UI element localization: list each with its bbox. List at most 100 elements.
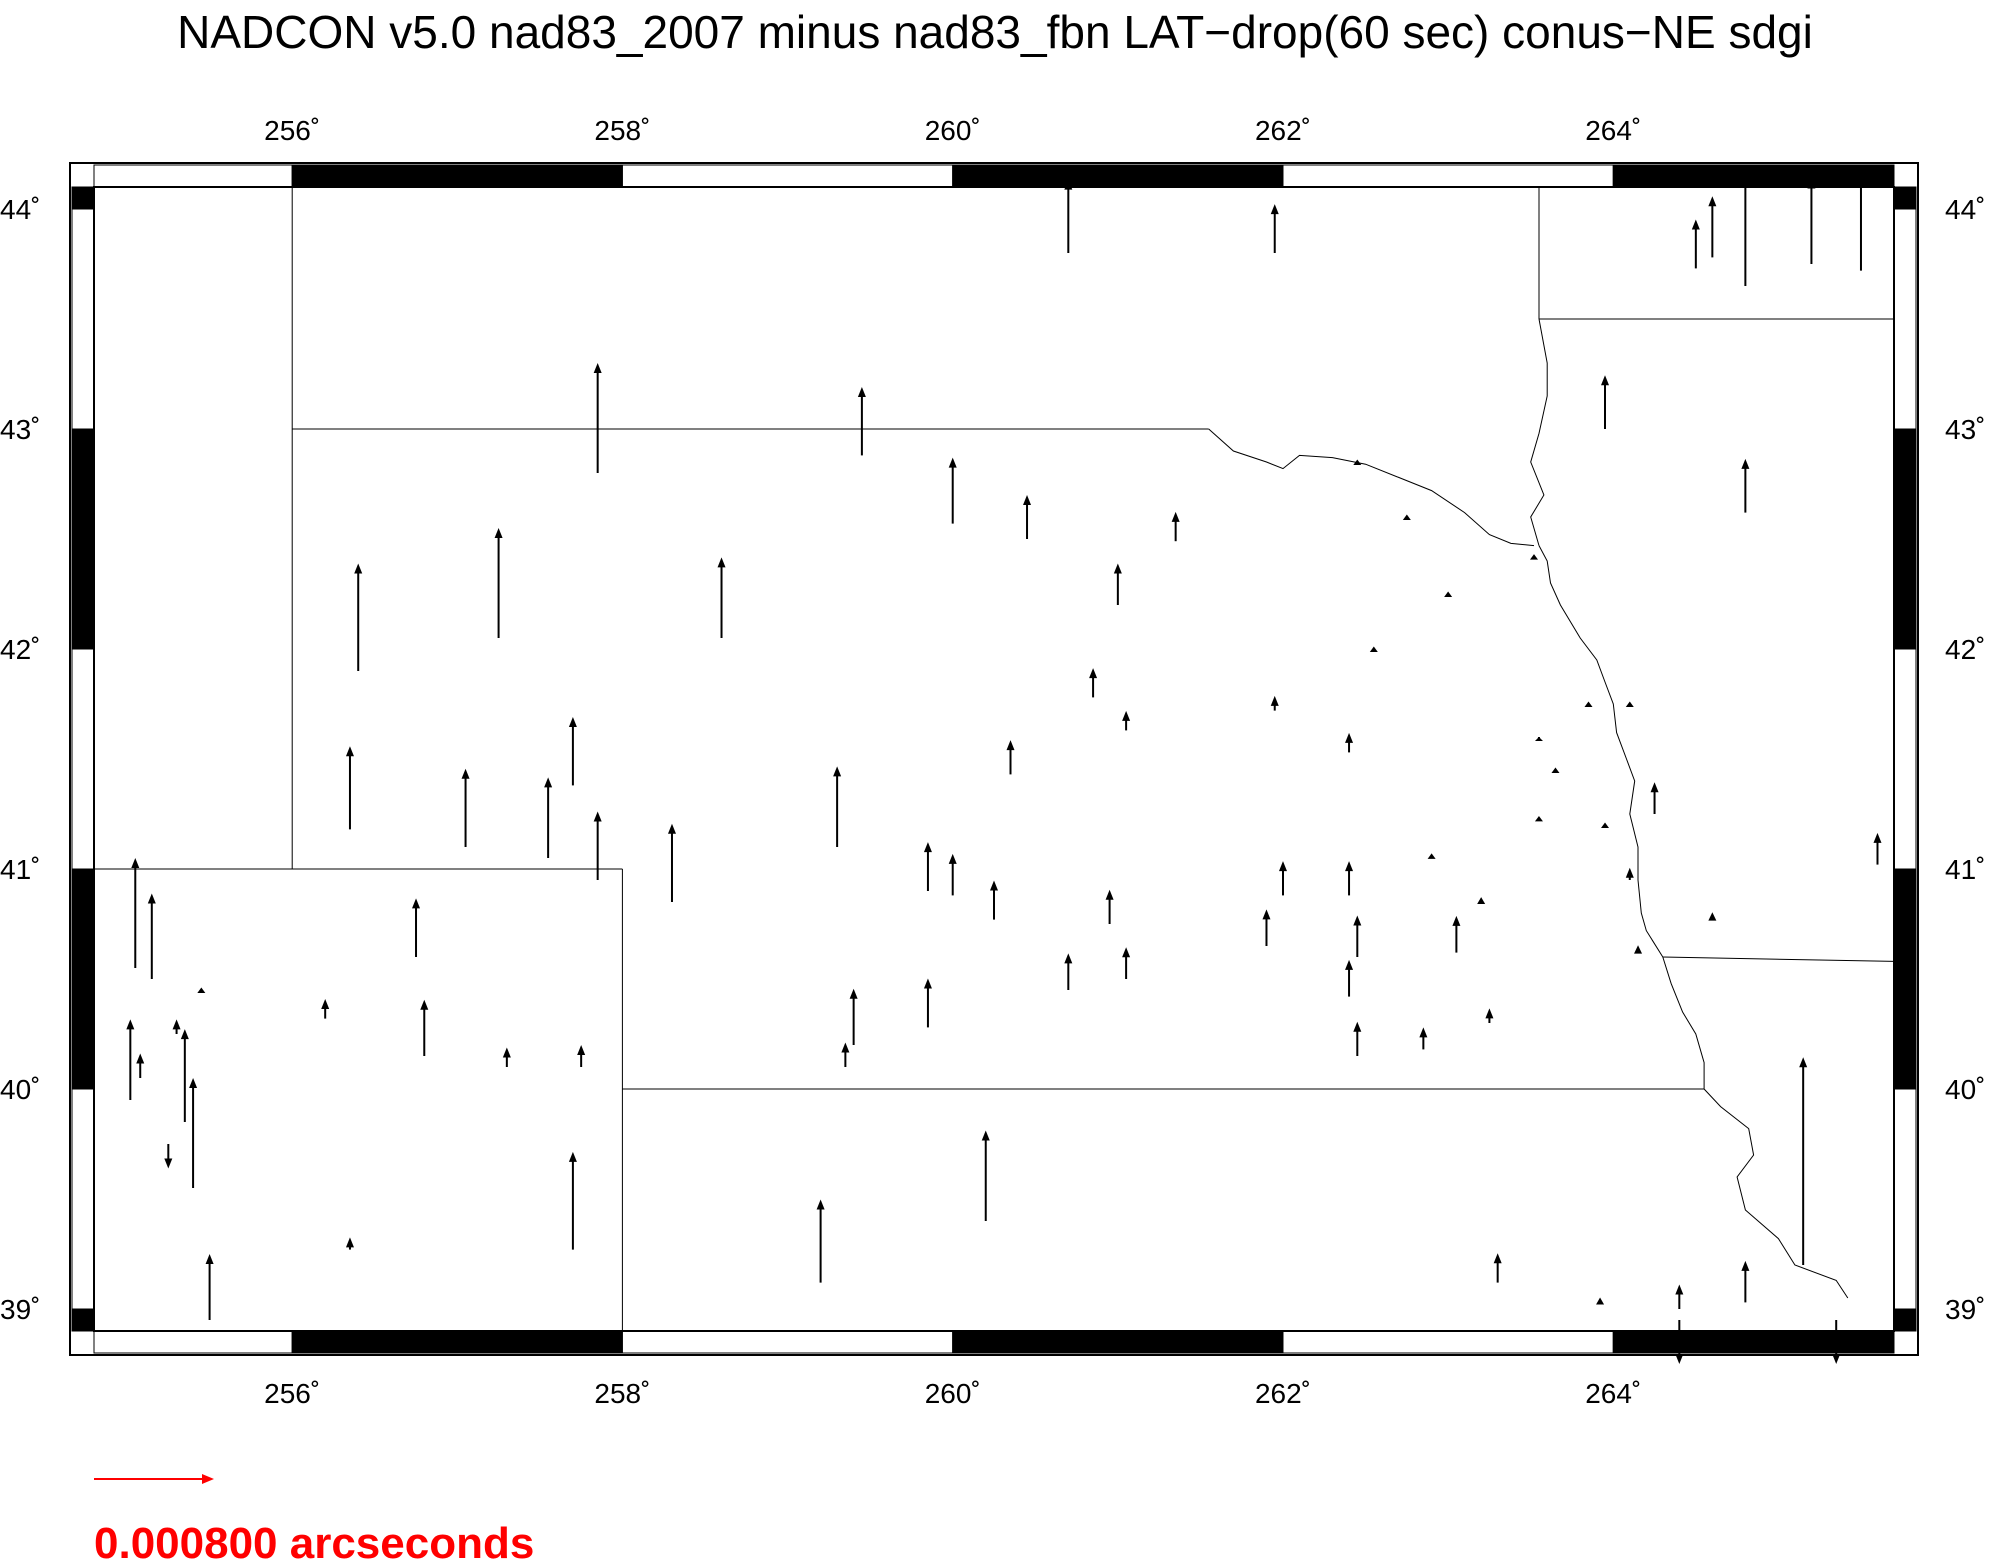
lon-label-top: 256˚ <box>264 115 320 146</box>
shift-vector <box>321 999 330 1019</box>
shift-vector <box>1262 909 1271 946</box>
vector-head <box>1596 1297 1605 1305</box>
frame-bar-top <box>1282 164 1614 188</box>
lat-label-left: 39˚ <box>0 1294 40 1325</box>
shift-vector <box>1584 701 1593 708</box>
vector-head <box>849 988 858 999</box>
vector-head <box>1856 172 1865 183</box>
shift-vector <box>1278 861 1287 896</box>
vector-head <box>1551 767 1560 774</box>
shift-vector <box>841 1042 850 1067</box>
shift-vector <box>849 988 858 1045</box>
latitude-labels-right: 39˚ 40˚ 41˚ 42˚ 43˚ 44˚ <box>1945 194 1985 1325</box>
shift-vector <box>1675 1284 1684 1309</box>
vector-head <box>1832 1354 1841 1364</box>
vector-head <box>981 1130 990 1141</box>
vector-head <box>990 880 998 891</box>
shift-vector <box>1122 947 1131 979</box>
vector-head <box>147 893 156 904</box>
vector-head <box>833 766 842 777</box>
shift-vector <box>1675 1320 1684 1364</box>
lon-label-bottom: 258˚ <box>594 1378 650 1409</box>
shift-vector <box>1419 1027 1428 1050</box>
vector-head <box>1530 554 1538 560</box>
shift-vector <box>1596 1297 1605 1305</box>
frame-bar-left <box>71 186 95 210</box>
boundary-big-sioux-river <box>1530 318 1548 546</box>
vector-head <box>717 557 726 568</box>
shift-vector <box>1832 1320 1841 1364</box>
vector-head <box>816 1199 825 1210</box>
lon-label-top: 260˚ <box>925 115 981 146</box>
vector-head <box>1534 815 1543 822</box>
frame-bar-top <box>93 164 293 188</box>
frame-bar-right <box>1893 186 1917 210</box>
vector-head <box>1006 740 1015 751</box>
vector-head <box>948 853 957 864</box>
shift-vector <box>461 768 470 847</box>
shift-vector <box>164 1144 173 1169</box>
vector-head <box>1601 822 1610 829</box>
shift-vector <box>948 853 957 896</box>
shift-vector <box>1551 767 1560 774</box>
vector-head <box>136 1053 145 1064</box>
lat-label-left: 43˚ <box>0 414 40 445</box>
vector-head <box>1741 1260 1750 1271</box>
shift-vector <box>354 563 363 671</box>
shift-vector <box>1741 458 1750 513</box>
vector-head <box>189 1078 198 1088</box>
shift-vector <box>345 1237 354 1250</box>
shift-vector <box>1402 514 1411 521</box>
vector-head <box>1419 1027 1428 1038</box>
shift-vector <box>1807 178 1816 264</box>
vector-head <box>126 1019 135 1030</box>
vector-head <box>1278 861 1287 872</box>
vector-head <box>172 1019 181 1030</box>
frame-bar-left <box>71 648 95 870</box>
shift-vector <box>420 999 429 1056</box>
frame-bar-right <box>1893 1308 1917 1332</box>
shift-vector <box>502 1047 511 1067</box>
vector-head <box>544 777 553 788</box>
frame-bar-left <box>71 868 95 1090</box>
frame-bar-left <box>71 428 95 650</box>
lon-label-bottom: 264˚ <box>1585 1378 1641 1409</box>
shift-vectors <box>126 172 1882 1364</box>
vector-head <box>568 716 577 727</box>
shift-vector <box>1534 737 1543 741</box>
vector-head <box>1122 947 1131 958</box>
frame-bar-bottom <box>93 1330 293 1354</box>
shift-vector <box>1708 196 1717 258</box>
lat-label-right: 39˚ <box>1945 1294 1985 1325</box>
shift-vector <box>1601 375 1610 429</box>
vector-head <box>1708 196 1717 207</box>
vector-head <box>1064 179 1073 190</box>
vector-head <box>1402 514 1411 521</box>
vector-head <box>180 1029 189 1040</box>
shift-vector <box>1708 912 1717 921</box>
vector-head <box>1799 1057 1808 1068</box>
shift-vector <box>981 1130 990 1221</box>
vector-head <box>205 1254 214 1264</box>
frame-bar-top <box>621 164 954 188</box>
shift-vector <box>180 1029 189 1122</box>
shift-vector <box>1023 495 1032 539</box>
lon-label-bottom: 260˚ <box>925 1378 981 1409</box>
boundary-missouri-river-ne-ks-mo <box>1662 956 1849 1299</box>
vector-head <box>1493 1253 1502 1264</box>
vector-head <box>1113 563 1122 574</box>
longitude-labels-top: 256˚ 258˚ 260˚ 262˚ 264˚ <box>264 115 1641 146</box>
vector-head <box>1708 912 1717 921</box>
lon-label-bottom: 262˚ <box>1255 1378 1311 1409</box>
vector-head <box>494 528 503 538</box>
shift-vector <box>1369 646 1378 653</box>
lon-label-bottom: 256˚ <box>264 1378 320 1409</box>
shift-vector <box>1113 563 1122 605</box>
vector-head <box>1675 1284 1684 1295</box>
frame-bar-bottom <box>1612 1330 1895 1354</box>
vector-head <box>1262 909 1271 920</box>
shift-vector <box>948 457 957 524</box>
vector-head <box>1270 204 1279 215</box>
lat-label-left: 41˚ <box>0 854 40 885</box>
